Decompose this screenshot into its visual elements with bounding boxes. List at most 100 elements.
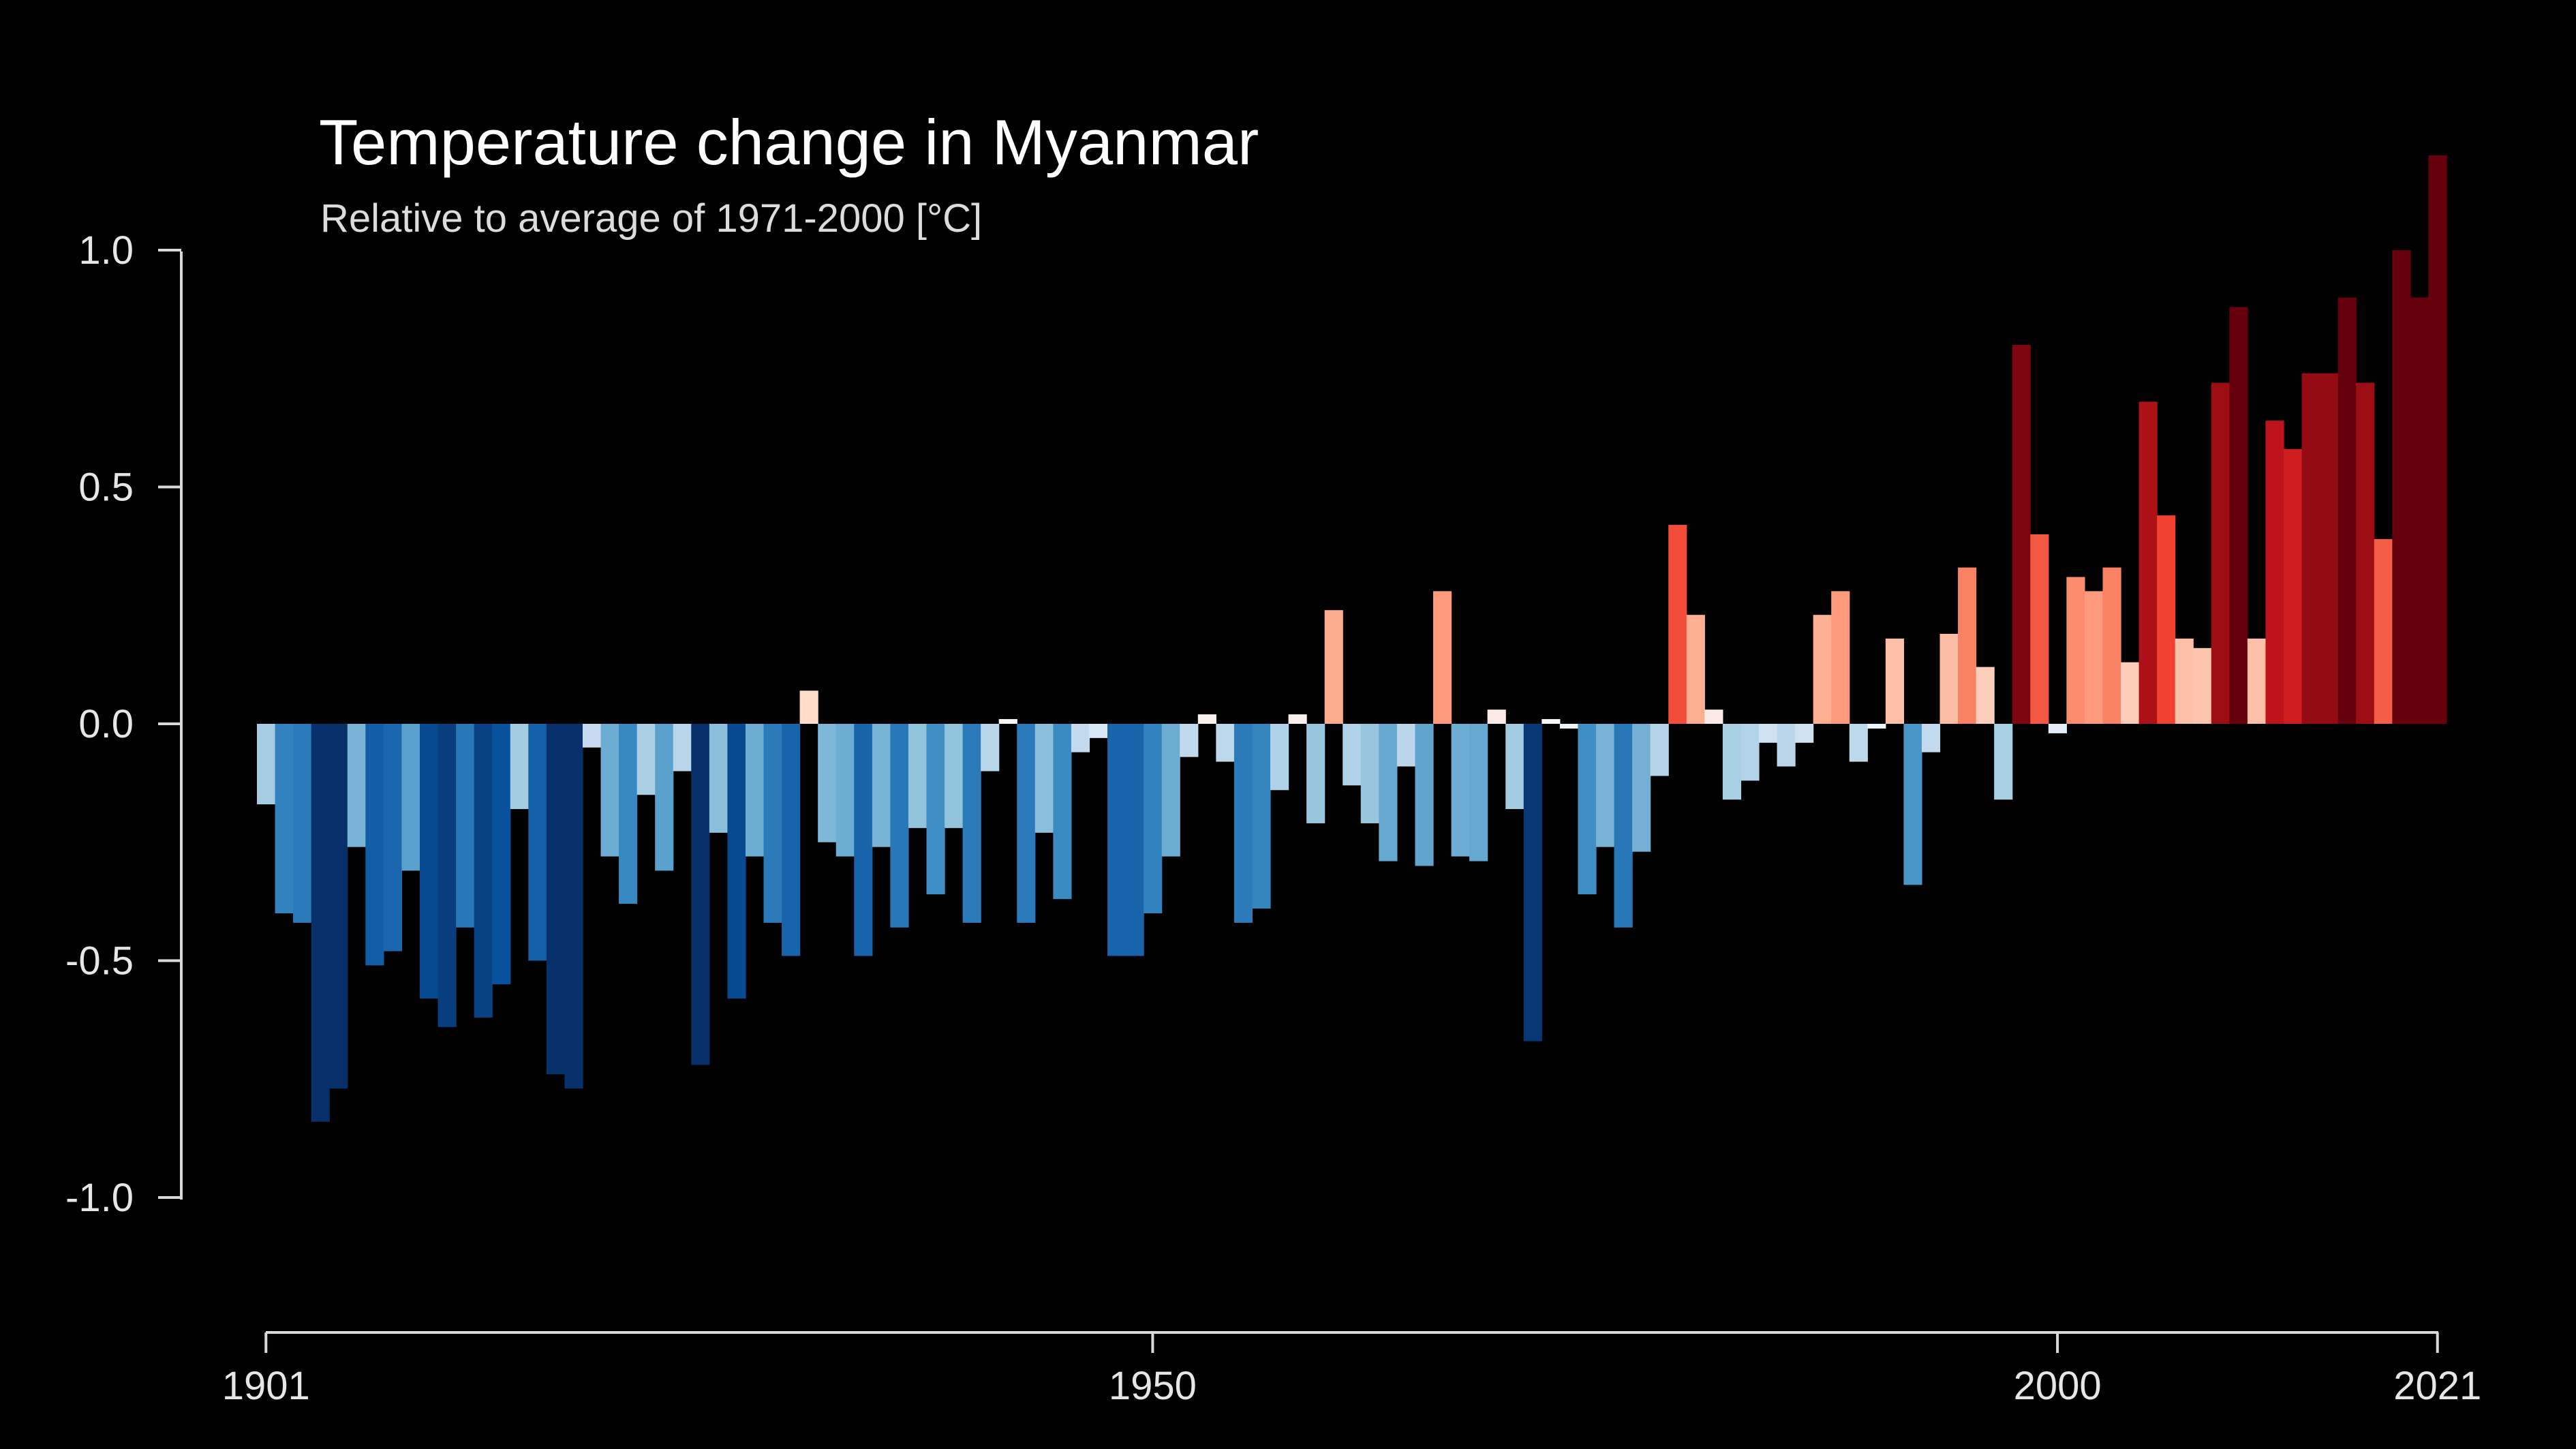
chart-subtitle: Relative to average of 1971-2000 [°C] xyxy=(320,196,982,241)
y-tick-label: -0.5 xyxy=(65,939,134,983)
bar-1917 xyxy=(546,724,566,1075)
bar-1976 xyxy=(1614,724,1633,928)
bar-2010 xyxy=(2229,307,2248,724)
bar-2019 xyxy=(2392,250,2411,724)
bar-1928 xyxy=(745,724,765,857)
bar-1966 xyxy=(1432,591,1452,724)
bar-1985 xyxy=(1777,724,1796,767)
y-tick-label: 0.5 xyxy=(78,466,134,510)
bar-1934 xyxy=(854,724,873,956)
bar-1925 xyxy=(691,724,710,1065)
bar-1931 xyxy=(799,690,818,724)
bar-1912 xyxy=(456,724,475,928)
bar-1942 xyxy=(998,719,1017,724)
bar-1993 xyxy=(1921,724,1941,752)
bar-2015 xyxy=(2320,373,2339,724)
bar-1932 xyxy=(818,724,837,842)
bar-1999 xyxy=(2030,534,2049,724)
bar-2008 xyxy=(2193,647,2212,724)
bar-2021 xyxy=(2428,155,2447,724)
bar-2002 xyxy=(2084,591,2104,724)
bar-1961 xyxy=(1343,724,1362,786)
bar-2005 xyxy=(2138,401,2158,724)
bar-1924 xyxy=(673,724,692,772)
bar-2004 xyxy=(2121,662,2140,724)
bar-1918 xyxy=(564,724,583,1089)
bar-1930 xyxy=(782,724,801,956)
x-tick-label: 1901 xyxy=(222,1364,310,1408)
bar-1984 xyxy=(1758,724,1778,743)
bar-1902 xyxy=(275,724,294,913)
bar-1983 xyxy=(1741,724,1760,781)
bar-1921 xyxy=(619,724,638,904)
bar-1915 xyxy=(510,724,529,810)
bar-2016 xyxy=(2337,297,2357,724)
bar-1941 xyxy=(981,724,1000,772)
bar-2001 xyxy=(2066,577,2085,724)
bar-1963 xyxy=(1379,724,1398,861)
bar-1998 xyxy=(2012,345,2031,724)
bar-1991 xyxy=(1885,638,1904,724)
chart-title: Temperature change in Myanmar xyxy=(319,106,1259,178)
bar-1978 xyxy=(1650,724,1669,776)
bar-1960 xyxy=(1324,610,1343,724)
y-tick-label: 0.0 xyxy=(78,702,134,746)
bar-1946 xyxy=(1071,724,1090,752)
bar-1929 xyxy=(763,724,782,923)
bar-1910 xyxy=(419,724,439,999)
bar-1995 xyxy=(1958,567,1977,724)
bar-1965 xyxy=(1415,724,1434,866)
bar-1959 xyxy=(1306,724,1325,823)
bar-2020 xyxy=(2410,297,2429,724)
bar-1920 xyxy=(600,724,619,857)
bar-1948 xyxy=(1107,724,1126,956)
y-axis: 1.0 0.5 0.0 -0.5 -1.0 xyxy=(65,228,183,1220)
bar-1947 xyxy=(1089,724,1108,738)
bar-1975 xyxy=(1595,724,1615,847)
bar-1927 xyxy=(727,724,746,999)
bar-2000 xyxy=(2048,724,2067,733)
bar-1996 xyxy=(1976,667,1995,724)
x-axis: 1901 1950 2000 2021 xyxy=(222,1331,2481,1408)
bar-1901 xyxy=(257,724,276,805)
bar-1977 xyxy=(1632,724,1651,852)
bar-1914 xyxy=(492,724,511,985)
bar-1987 xyxy=(1813,615,1832,724)
bar-1904 xyxy=(311,724,330,1122)
x-tick-label: 2021 xyxy=(2393,1364,2481,1408)
bar-1939 xyxy=(945,724,964,828)
bar-1944 xyxy=(1034,724,1054,833)
bar-1972 xyxy=(1542,719,1561,724)
bar-1992 xyxy=(1903,724,1922,885)
bar-1919 xyxy=(582,724,602,748)
bar-1936 xyxy=(890,724,909,928)
bar-1962 xyxy=(1360,724,1379,823)
bar-1988 xyxy=(1831,591,1850,724)
bar-1951 xyxy=(1161,724,1180,857)
bar-1956 xyxy=(1252,724,1271,909)
bar-series xyxy=(257,155,2447,1122)
y-tick-label: -1.0 xyxy=(65,1176,134,1220)
bar-1911 xyxy=(438,724,457,1027)
bar-1974 xyxy=(1578,724,1597,895)
bar-1938 xyxy=(926,724,945,895)
bar-2018 xyxy=(2374,538,2393,724)
x-tick-label: 1950 xyxy=(1109,1364,1197,1408)
bar-1909 xyxy=(401,724,420,871)
bar-2003 xyxy=(2102,567,2121,724)
bar-1937 xyxy=(908,724,927,828)
bar-1954 xyxy=(1216,724,1235,762)
bar-1907 xyxy=(365,724,384,966)
bar-1989 xyxy=(1849,724,1868,762)
bar-1997 xyxy=(1994,724,2013,800)
bar-1980 xyxy=(1686,615,1705,724)
bar-1981 xyxy=(1704,710,1723,724)
bar-1923 xyxy=(655,724,674,871)
bar-1982 xyxy=(1722,724,1741,800)
x-tick-label: 2000 xyxy=(2014,1364,2102,1408)
bar-1958 xyxy=(1288,714,1307,724)
bar-1973 xyxy=(1559,724,1579,729)
bar-2009 xyxy=(2211,382,2230,724)
bar-1940 xyxy=(962,724,981,923)
